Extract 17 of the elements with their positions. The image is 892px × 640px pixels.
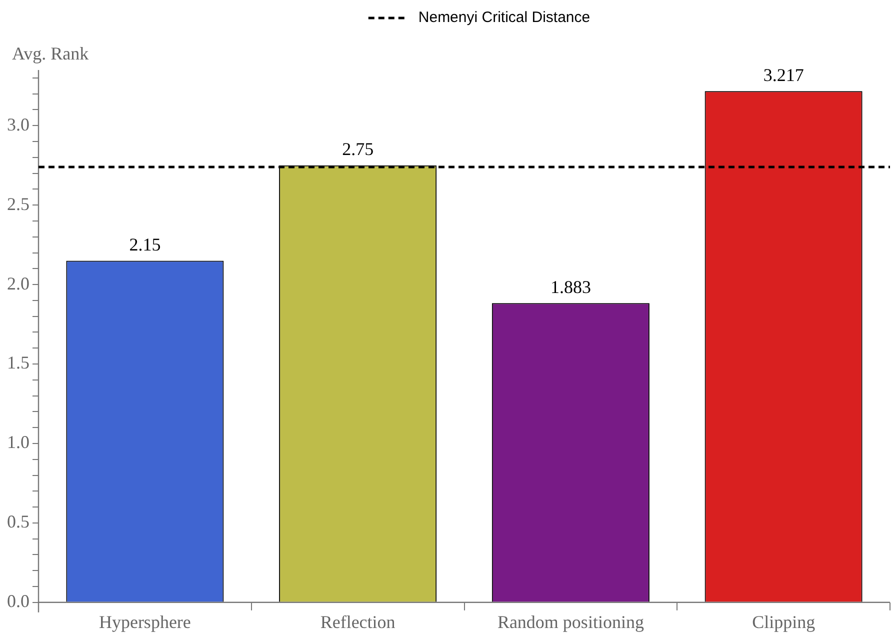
legend-label: Nemenyi Critical Distance [418, 9, 590, 26]
y-tick-label: 2.0 [7, 273, 30, 294]
y-tick-label: 2.5 [7, 194, 30, 214]
y-tick-label: 0.5 [7, 512, 30, 532]
x-tick-label: Random positioning [497, 612, 644, 632]
data-label: 2.75 [342, 139, 374, 160]
data-label: 1.883 [550, 276, 591, 297]
y-tick-label: 3.0 [7, 114, 30, 134]
x-tick-label: Hypersphere [98, 612, 191, 632]
y-tick-label: 1.0 [7, 432, 30, 452]
data-label: 2.15 [129, 234, 161, 254]
x-tick-label: Reflection [320, 612, 396, 632]
data-label: 3.217 [763, 64, 804, 85]
y-tick-label: 0.0 [7, 591, 30, 612]
y-tick-label: 1.5 [7, 352, 30, 373]
y-axis-title: Avg. Rank [12, 44, 89, 64]
x-tick-label: Clipping [752, 612, 816, 632]
